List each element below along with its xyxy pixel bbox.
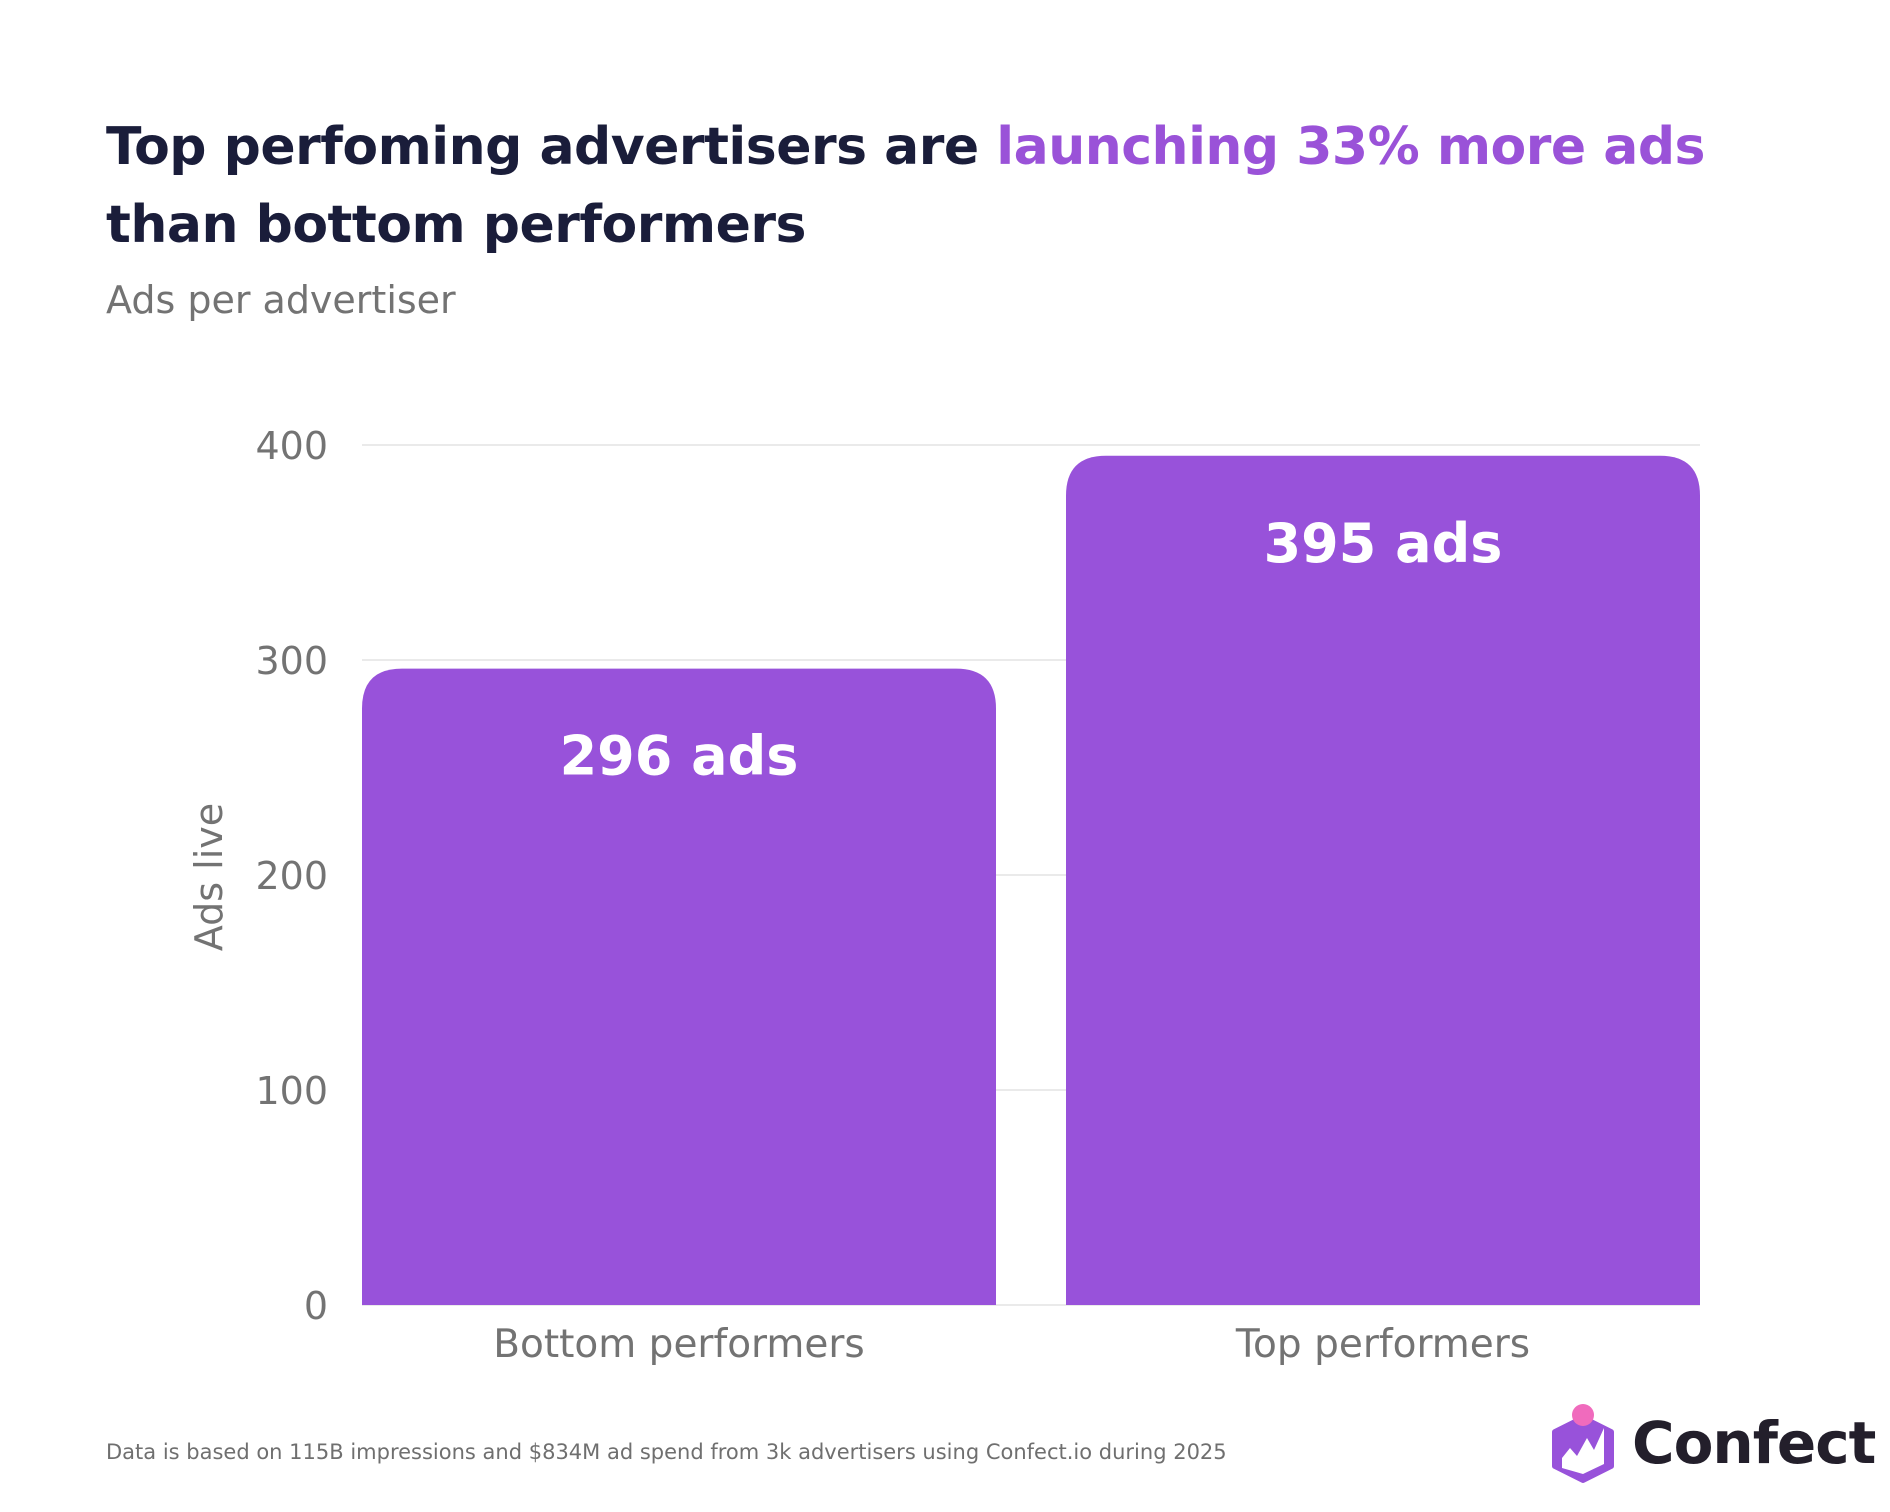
chart-subtitle: Ads per advertiser <box>106 278 456 322</box>
y-tick-label: 200 <box>255 854 328 898</box>
confect-logo: Confect <box>1550 1400 1876 1490</box>
y-tick-label: 400 <box>255 424 328 468</box>
data-label: 296 ads <box>560 725 799 788</box>
y-axis-ticks: 0 100 200 300 400 <box>255 424 328 1328</box>
bars <box>362 455 1700 1305</box>
title-part-2: than bottom performers <box>106 195 806 255</box>
data-labels: 296 ads 395 ads <box>560 512 1503 788</box>
bar-bottom-performers <box>362 668 996 1305</box>
data-label: 395 ads <box>1264 512 1503 575</box>
bar-top-performers <box>1066 455 1700 1305</box>
x-tick-label: Top performers <box>1235 1322 1530 1367</box>
y-tick-label: 100 <box>255 1069 328 1113</box>
chart-title: Top perfoming advertisers are launching … <box>106 108 1806 264</box>
title-highlight: launching 33% more ads <box>996 117 1706 177</box>
y-axis-label: Ads live <box>187 803 231 951</box>
title-part-1: Top perfoming advertisers are <box>106 117 997 177</box>
x-tick-label: Bottom performers <box>493 1322 865 1367</box>
y-tick-label: 0 <box>304 1284 328 1328</box>
x-axis-ticks: Bottom performers Top performers <box>493 1322 1530 1367</box>
footnote: Data is based on 115B impressions and $8… <box>106 1440 1227 1464</box>
confect-wordmark: Confect <box>1632 1409 1876 1477</box>
confect-logo-icon <box>1552 1404 1614 1483</box>
y-tick-label: 300 <box>255 639 328 683</box>
bar-chart: 0 100 200 300 400 296 ads 395 ads Bottom perf… <box>187 424 1700 1367</box>
